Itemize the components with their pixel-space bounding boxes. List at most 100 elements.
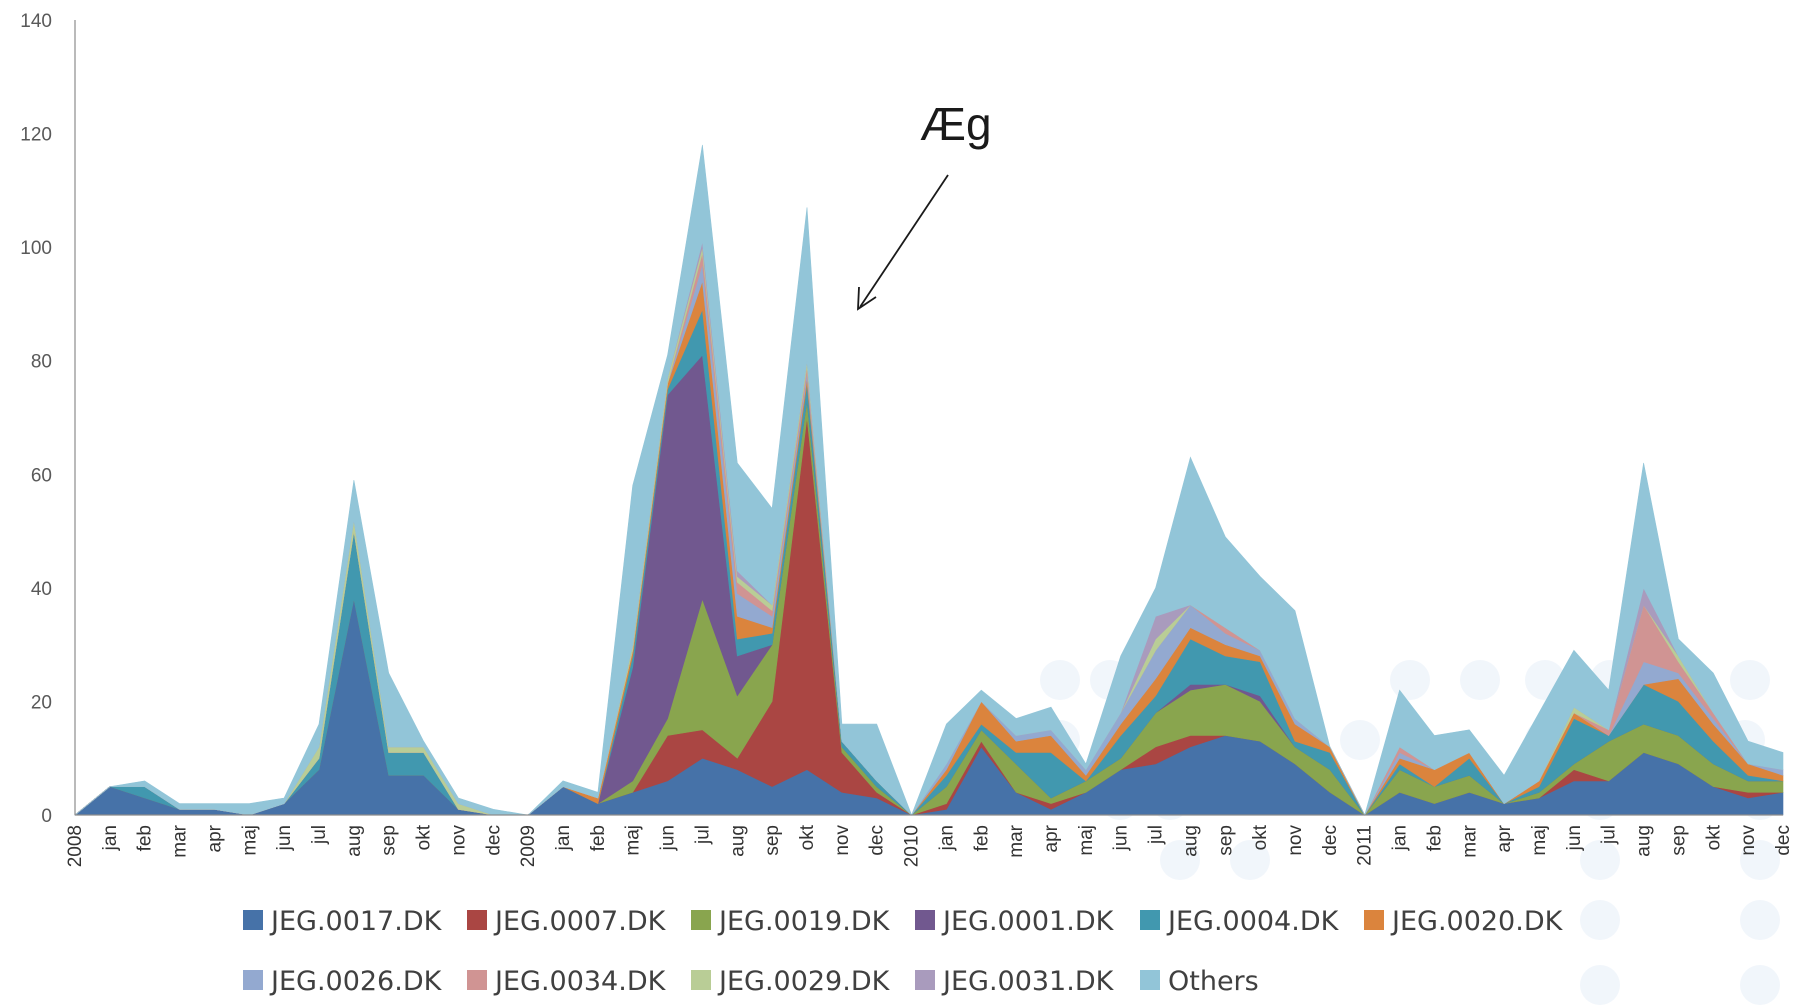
background-dot: [1740, 840, 1780, 880]
legend-swatch: [691, 970, 711, 990]
x-tick-label: nov: [1738, 825, 1759, 856]
legend-swatch: [1364, 910, 1384, 930]
x-tick-label: aug: [344, 825, 365, 857]
legend-label: JEG.0001.DK: [941, 906, 1115, 937]
background-dot: [1580, 900, 1620, 940]
x-tick-label: jan: [936, 825, 957, 851]
background-dot: [1340, 720, 1380, 760]
x-tick-label: jan: [1390, 825, 1411, 851]
legend: JEG.0017.DK JEG.0007.DK JEG.0019.DK JEG.000…: [243, 906, 1564, 997]
x-tick-label: 2010: [902, 825, 923, 867]
area-series-others: [74, 144, 1784, 816]
legend-swatch: [1140, 970, 1160, 990]
x-tick-label: nov: [1285, 825, 1306, 856]
y-tick-label: 100: [20, 238, 52, 259]
background-dot: [1460, 660, 1500, 700]
background-dot: [1040, 660, 1080, 700]
y-tick-label: 140: [20, 11, 52, 32]
x-tick-label: nov: [448, 825, 469, 856]
y-tick-label: 80: [31, 352, 52, 373]
x-tick-label: mar: [1006, 824, 1027, 857]
x-tick-label: maj: [623, 825, 644, 856]
y-tick-label: 20: [31, 692, 52, 713]
background-dot: [1580, 965, 1620, 1005]
x-tick-label: jun: [274, 825, 295, 851]
legend-swatch: [1140, 910, 1160, 930]
annotation-label: Æg: [920, 98, 992, 150]
x-tick-label: sep: [762, 825, 783, 856]
x-tick-label: aug: [1180, 825, 1201, 857]
x-tick-label: sep: [379, 825, 400, 856]
legend-label: JEG.0017.DK: [269, 906, 443, 937]
y-tick-label: 0: [41, 806, 52, 827]
x-tick-label: jan: [100, 825, 121, 851]
x-tick-label: jul: [1146, 825, 1167, 845]
x-tick-label: feb: [1424, 825, 1445, 851]
background-dot: [1160, 840, 1200, 880]
legend-label: JEG.0026.DK: [269, 966, 443, 997]
x-tick-label: maj: [1076, 825, 1097, 856]
y-tick-label: 60: [31, 465, 52, 486]
x-tick-label: aug: [1634, 825, 1655, 857]
x-tick-label: 2011: [1355, 825, 1376, 866]
legend-label: JEG.0031.DK: [941, 966, 1115, 997]
legend-swatch: [467, 910, 487, 930]
background-dot: [1390, 660, 1430, 700]
x-tick-label: 2009: [518, 825, 539, 867]
x-tick-label: 2008: [65, 825, 86, 867]
x-tick-label: okt: [1250, 824, 1271, 850]
legend-label: JEG.0029.DK: [717, 966, 891, 997]
legend-label: Others: [1168, 966, 1259, 997]
annotation-arrow-head: [857, 286, 877, 311]
axes-group: [74, 20, 1783, 816]
x-tick-label: okt: [414, 824, 435, 850]
x-tick-label: jun: [658, 825, 679, 851]
background-dot: [1740, 965, 1780, 1005]
x-tick-label: jun: [1111, 825, 1132, 851]
legend-label: JEG.0019.DK: [717, 906, 891, 937]
x-tick-label: sep: [1668, 825, 1689, 856]
x-tick-label: apr: [1494, 824, 1515, 852]
x-tick-label: apr: [204, 824, 225, 852]
x-tick-label: okt: [1703, 824, 1724, 850]
legend-swatch: [691, 910, 711, 930]
background-dot: [1730, 660, 1770, 700]
background-dot: [1740, 900, 1780, 940]
legend-label: JEG.0034.DK: [493, 966, 667, 997]
x-tick-label: mar: [170, 824, 191, 857]
x-tick-label: mar: [1459, 824, 1480, 857]
x-tick-label: jun: [1564, 825, 1585, 851]
y-tick-label: 120: [20, 125, 52, 146]
x-tick-label: dec: [1320, 825, 1341, 856]
legend-swatch: [915, 910, 935, 930]
x-tick-label: dec: [1773, 825, 1794, 856]
x-tick-label: feb: [135, 825, 156, 851]
x-tick-label: okt: [797, 824, 818, 850]
x-tick-label: apr: [1041, 824, 1062, 852]
legend-swatch: [243, 910, 263, 930]
x-tick-label: jul: [692, 825, 713, 845]
x-tick-label: feb: [588, 825, 609, 851]
x-tick-label: feb: [971, 825, 992, 851]
area-series-group: [74, 144, 1784, 816]
x-tick-label: dec: [867, 825, 888, 856]
x-tick-label: jul: [1599, 825, 1620, 845]
y-tick-label: 40: [31, 579, 52, 600]
annotation-arrow-shaft: [859, 174, 949, 308]
x-tick-label: aug: [727, 825, 748, 857]
legend-swatch: [915, 970, 935, 990]
x-tick-label: maj: [1529, 825, 1550, 856]
background-dot: [1580, 840, 1620, 880]
annotation: Æg: [857, 98, 992, 311]
legend-label: JEG.0007.DK: [493, 906, 667, 937]
x-tick-label: jul: [309, 825, 330, 845]
legend-swatch: [243, 970, 263, 990]
x-tick-label: nov: [832, 825, 853, 856]
background-dot: [1230, 840, 1270, 880]
legend-label: JEG.0004.DK: [1166, 906, 1340, 937]
x-tick-label: maj: [239, 825, 260, 856]
legend-swatch: [467, 970, 487, 990]
x-tick-label: sep: [1215, 825, 1236, 856]
